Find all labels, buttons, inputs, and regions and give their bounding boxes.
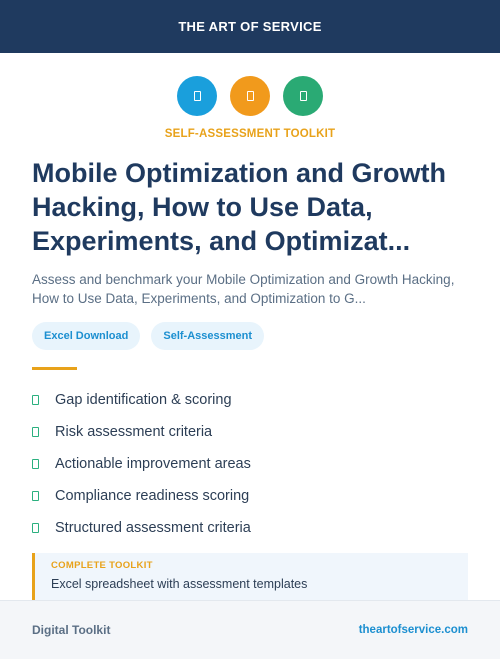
footer-website-link[interactable]: theartofservice.com	[358, 624, 468, 636]
list-item: Compliance readiness scoring	[32, 480, 472, 512]
icon-row	[0, 76, 500, 116]
checkbox-icon	[32, 395, 39, 405]
document-icon	[246, 91, 254, 101]
brand-title: THE ART OF SERVICE	[178, 19, 322, 34]
accent-divider	[32, 367, 77, 370]
kicker-label: SELF-ASSESSMENT TOOLKIT	[164, 128, 336, 140]
tag-self-assessment: Self-Assessment	[151, 322, 265, 350]
feature-list: Gap identification & scoring Risk assess…	[32, 384, 472, 544]
checkbox-icon	[32, 523, 39, 533]
list-item: Gap identification & scoring	[32, 384, 472, 416]
document-icon-blue	[177, 76, 217, 116]
checkbox-icon	[32, 459, 39, 469]
feature-label: Actionable improvement areas	[55, 456, 251, 472]
feature-label: Risk assessment criteria	[55, 424, 213, 440]
toolkit-description: Excel spreadsheet with assessment templa…	[51, 577, 308, 591]
document-icon-orange	[230, 76, 270, 116]
tag-list: Excel Download Self-Assessment	[32, 322, 265, 350]
checkbox-icon	[32, 491, 39, 501]
feature-label: Compliance readiness scoring	[55, 488, 250, 504]
footer-label: Digital Toolkit	[32, 623, 111, 637]
footer-bar: Digital Toolkit theartofservice.com	[0, 600, 500, 659]
list-item: Risk assessment criteria	[32, 416, 472, 448]
toolkit-label: COMPLETE TOOLKIT	[51, 560, 153, 571]
document-icon-green	[283, 76, 323, 116]
toolkit-callout: COMPLETE TOOLKIT Excel spreadsheet with …	[32, 553, 468, 601]
header-bar: THE ART OF SERVICE	[0, 0, 500, 53]
feature-label: Structured assessment criteria	[55, 520, 251, 536]
page-subtitle: Assess and benchmark your Mobile Optimiz…	[32, 272, 455, 306]
tag-excel-download: Excel Download	[32, 322, 141, 350]
checkbox-icon	[32, 427, 39, 437]
document-icon	[193, 91, 201, 101]
document-icon	[299, 91, 307, 101]
feature-label: Gap identification & scoring	[55, 392, 232, 408]
page-title: Mobile Optimization and Growth Hacking, …	[32, 158, 446, 256]
list-item: Actionable improvement areas	[32, 448, 472, 480]
list-item: Structured assessment criteria	[32, 512, 472, 544]
